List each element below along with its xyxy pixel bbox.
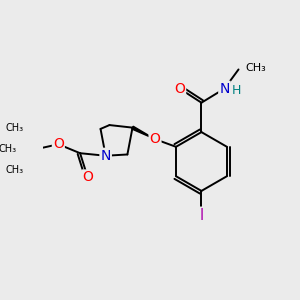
Text: CH₃: CH₃ xyxy=(6,123,24,134)
Text: CH₃: CH₃ xyxy=(0,144,16,154)
Text: CH₃: CH₃ xyxy=(6,165,24,175)
Polygon shape xyxy=(132,126,155,139)
Text: O: O xyxy=(174,82,185,96)
Text: H: H xyxy=(232,84,242,97)
Text: CH₃: CH₃ xyxy=(245,63,266,73)
Text: O: O xyxy=(150,132,160,146)
Text: O: O xyxy=(53,137,64,151)
Text: O: O xyxy=(82,170,93,184)
Text: N: N xyxy=(100,149,111,163)
Text: I: I xyxy=(199,208,204,223)
Text: N: N xyxy=(219,82,230,96)
